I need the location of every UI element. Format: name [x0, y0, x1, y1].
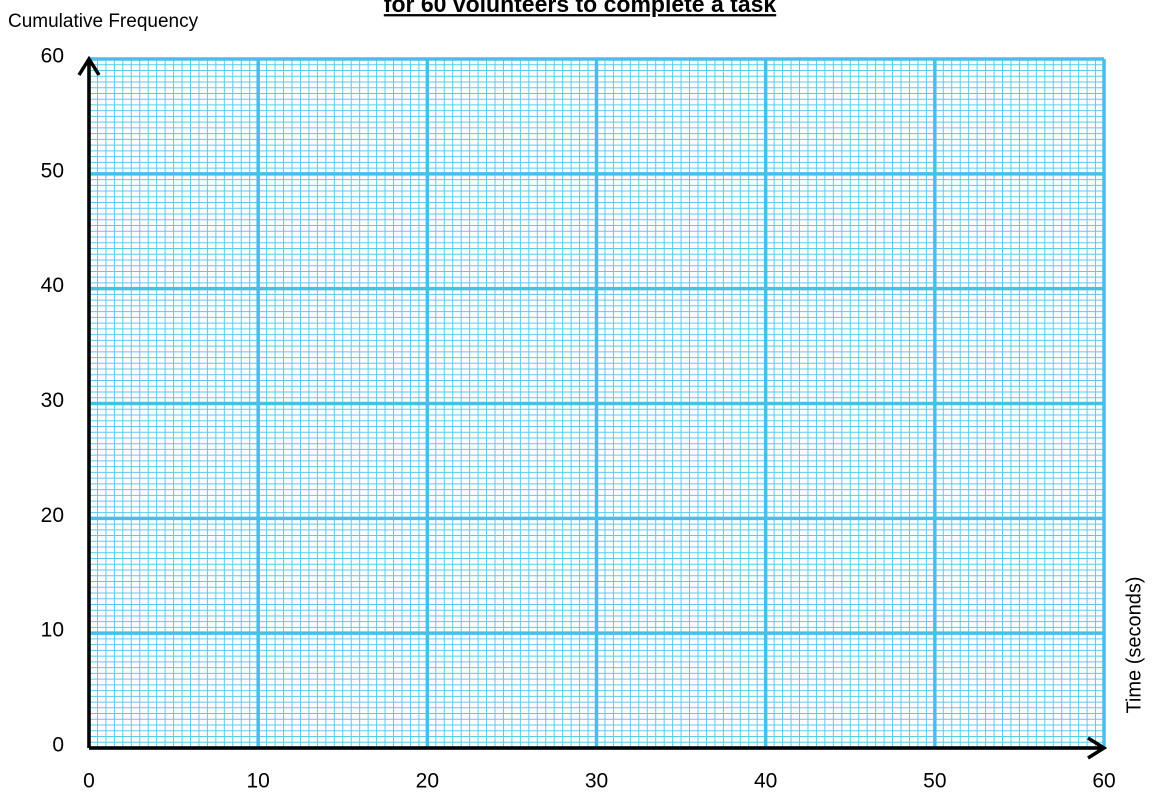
- x-axis-label: Time (seconds): [1123, 576, 1145, 713]
- chart-title: for 60 volunteers to complete a task: [384, 0, 777, 17]
- y-tick-label: 0: [52, 734, 64, 757]
- y-axis: [77, 55, 101, 748]
- x-tick-label: 40: [754, 770, 777, 793]
- y-tick-label: 40: [41, 274, 64, 297]
- x-tick-label: 30: [585, 770, 608, 793]
- y-axis-label: Cumulative Frequency: [8, 11, 199, 32]
- y-tick-label: 50: [41, 159, 64, 182]
- y-tick-label: 10: [41, 619, 64, 642]
- y-tick-label: 20: [41, 504, 64, 527]
- x-axis: [89, 736, 1108, 760]
- y-tick-label: 60: [41, 45, 64, 68]
- x-tick-label: 0: [83, 770, 95, 793]
- x-tick-label: 20: [416, 770, 439, 793]
- x-tick-label: 60: [1092, 770, 1115, 793]
- x-tick-label: 50: [923, 770, 946, 793]
- x-tick-label: 10: [246, 770, 269, 793]
- y-tick-label: 30: [41, 389, 64, 412]
